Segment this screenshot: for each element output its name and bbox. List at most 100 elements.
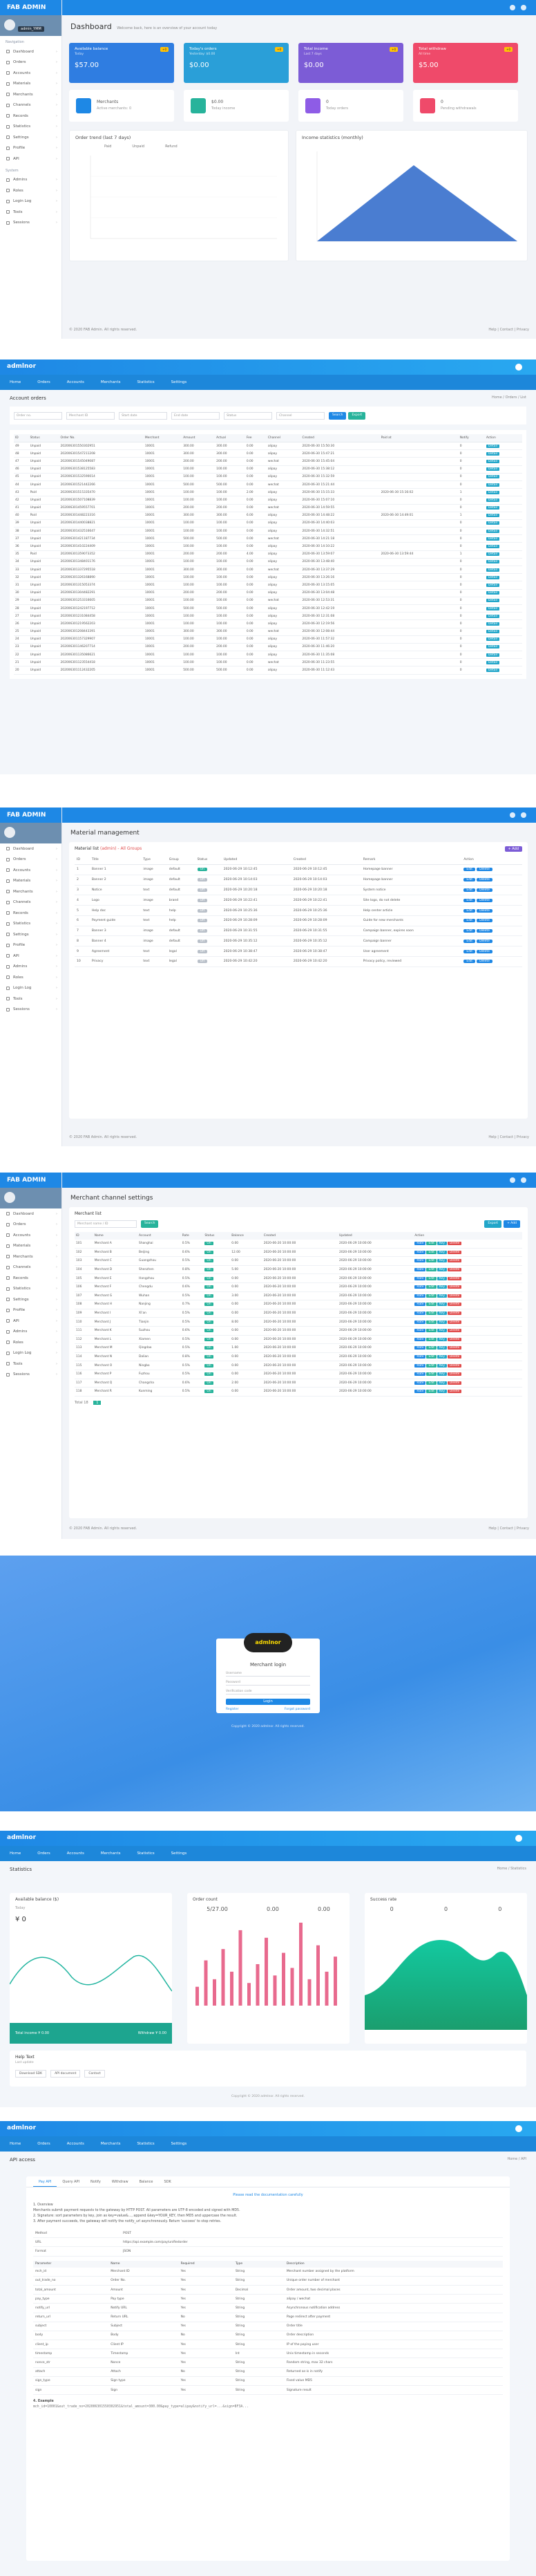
action-button[interactable]: Rate <box>414 1250 426 1254</box>
status-badge[interactable]: Off <box>197 898 208 902</box>
detail-button[interactable]: Detail <box>486 630 499 634</box>
table-row[interactable]: 9 Agreement text legal Off 2020-06-29 10:38:4… <box>75 946 522 958</box>
detail-button[interactable]: Detail <box>486 622 499 626</box>
filter-field[interactable]: Order no. <box>14 411 62 420</box>
table-row[interactable]: 101 Merchant A Shanghai 0.5% On 0.00 2020-06-2… <box>75 1240 522 1249</box>
table-row[interactable]: 116 Merchant P Fuzhou 0.5% On 0.00 2020-06-20 … <box>75 1370 522 1379</box>
search-input[interactable]: Merchant name / ID <box>75 1220 137 1228</box>
export-button[interactable]: Export <box>348 411 366 420</box>
delete-button[interactable]: Delete <box>477 908 492 913</box>
table-row[interactable]: 28 Unpaid 202006301242197712 10001 500.00 500… <box>14 604 522 613</box>
table-row[interactable]: 107 Merchant G Wuhan 0.5% On 3.00 2020-06-20 1… <box>75 1291 522 1301</box>
sidebar-item[interactable]: Materials › <box>0 1241 61 1252</box>
status-toggle[interactable]: On <box>204 1390 213 1394</box>
sidebar-item[interactable]: Channels › <box>0 1262 61 1273</box>
toolbar-button[interactable]: Export <box>484 1220 502 1228</box>
info-card[interactable]: Merchants Active merchants: 0 <box>69 90 174 122</box>
status-badge[interactable]: Off <box>197 949 208 953</box>
footer-links[interactable]: Help | Contact | Privacy <box>488 1135 529 1139</box>
table-row[interactable]: 26 Unpaid 202006301219562203 10001 100.00 100… <box>14 619 522 628</box>
sidebar-item[interactable]: Records › <box>0 111 61 122</box>
detail-button[interactable]: Detail <box>486 653 499 657</box>
table-row[interactable]: 109 Merchant I Xi'an 0.5% On 0.00 2020-06-20 1… <box>75 1309 522 1318</box>
info-card[interactable]: 0 Pending withdrawals <box>413 90 518 122</box>
doc-tab[interactable]: SDK <box>164 2180 171 2184</box>
sidebar-item[interactable]: Records › <box>0 1273 61 1284</box>
table-row[interactable]: 27 Unpaid 202006301231084458 10001 100.00 100… <box>14 612 522 621</box>
detail-button[interactable]: Detail <box>486 599 499 603</box>
sidebar-item[interactable]: Profile › <box>0 143 61 154</box>
action-button[interactable]: Delete <box>447 1303 462 1307</box>
status-toggle[interactable]: On <box>204 1381 213 1385</box>
action-button[interactable]: Rate <box>414 1276 426 1280</box>
action-button[interactable]: Edit <box>426 1303 437 1307</box>
nav-item[interactable]: Settings <box>171 2142 187 2146</box>
detail-button[interactable]: Detail <box>486 575 499 579</box>
status-badge[interactable]: On <box>197 868 208 872</box>
table-row[interactable]: 42 Unpaid 202006301507108839 10001 100.00 100… <box>14 496 522 505</box>
table-row[interactable]: 1 Banner 1 image default On 2020-06-29 10:12:… <box>75 864 522 875</box>
edit-button[interactable]: Edit <box>463 908 476 913</box>
sidebar-item[interactable]: Sessions › <box>0 1370 61 1381</box>
sidebar-item[interactable]: Tools › <box>0 207 61 218</box>
detail-button[interactable]: Detail <box>486 459 499 463</box>
action-button[interactable]: Delete <box>447 1355 462 1359</box>
table-row[interactable]: 108 Merchant H Nanjing 0.7% On 0.00 2020-06-20… <box>75 1300 522 1309</box>
column-header[interactable]: Fee <box>245 434 267 442</box>
column-header[interactable]: Notify <box>458 434 485 442</box>
column-header[interactable]: Merchant <box>143 434 182 442</box>
action-button[interactable]: Key <box>437 1320 447 1324</box>
table-row[interactable]: 38 Unpaid 202006301432516647 10001 100.00 100… <box>14 527 522 536</box>
status-toggle[interactable]: On <box>204 1303 213 1307</box>
table-row[interactable]: 117 Merchant Q Changsha 0.6% On 2.00 2020-06-2… <box>75 1379 522 1388</box>
action-button[interactable]: Rate <box>414 1285 426 1289</box>
filter-field[interactable]: Status <box>224 411 272 420</box>
nav-item[interactable]: Settings <box>171 380 187 384</box>
delete-button[interactable]: Delete <box>477 929 492 933</box>
delete-button[interactable]: Delete <box>477 868 492 872</box>
status-badge[interactable]: Off <box>197 939 208 943</box>
table-row[interactable]: 106 Merchant F Chengdu 0.6% On 0.00 2020-06-20… <box>75 1282 522 1292</box>
search-button[interactable]: Search <box>141 1220 159 1228</box>
filter-field[interactable]: Channel <box>276 411 325 420</box>
user-icon[interactable] <box>521 5 526 10</box>
action-button[interactable]: Delete <box>447 1390 462 1394</box>
table-row[interactable]: 113 Merchant M Qingdao 0.5% On 1.00 2020-06-20… <box>75 1343 522 1353</box>
column-header[interactable]: ID <box>14 434 29 442</box>
action-button[interactable]: Delete <box>447 1329 462 1333</box>
action-button[interactable]: Rate <box>414 1268 426 1272</box>
edit-button[interactable]: Edit <box>463 949 476 953</box>
action-button[interactable]: Edit <box>426 1294 437 1298</box>
detail-button[interactable]: Detail <box>486 645 499 649</box>
delete-button[interactable]: Delete <box>477 949 492 953</box>
bell-icon[interactable] <box>510 1177 515 1183</box>
table-row[interactable]: 43 Paid 202006301515335470 10001 100.00 100.0… <box>14 488 522 497</box>
edit-button[interactable]: Edit <box>463 878 476 882</box>
doc-tab[interactable]: Query API <box>62 2180 80 2184</box>
delete-button[interactable]: Delete <box>477 878 492 882</box>
detail-button[interactable]: Detail <box>486 490 499 494</box>
sidebar-item[interactable]: Merchants › <box>0 1251 61 1262</box>
user-name[interactable]: admin_YMM <box>18 26 44 32</box>
sidebar-item[interactable]: Accounts › <box>0 68 61 79</box>
stat-card[interactable]: Available balance Today $57.00 +0 <box>69 43 174 83</box>
sidebar-item[interactable]: Dashboard › <box>0 843 61 855</box>
sidebar-item[interactable]: Profile › <box>0 940 61 951</box>
help-button[interactable]: Download SDK <box>15 2070 47 2078</box>
avatar[interactable] <box>515 364 522 371</box>
edit-button[interactable]: Edit <box>463 960 476 964</box>
sidebar-item[interactable]: API › <box>0 153 61 165</box>
status-toggle[interactable]: On <box>204 1329 213 1333</box>
brand-logo[interactable]: FAB ADMIN <box>0 0 61 15</box>
column-header[interactable]: Amount <box>182 434 216 442</box>
status-badge[interactable]: Off <box>197 888 208 892</box>
sidebar-item[interactable]: Tools › <box>0 1359 61 1370</box>
sidebar-item[interactable]: API › <box>0 1316 61 1327</box>
action-button[interactable]: Delete <box>447 1242 462 1246</box>
table-row[interactable]: 36 Unpaid 202006301410224409 10001 100.00 100… <box>14 542 522 551</box>
status-toggle[interactable]: On <box>204 1276 213 1280</box>
sidebar-item[interactable]: Statistics › <box>0 919 61 930</box>
table-row[interactable]: 112 Merchant L Xiamen 0.5% On 0.00 2020-06-20 … <box>75 1335 522 1345</box>
table-row[interactable]: 103 Merchant C Guangzhou 0.5% On 0.00 2020-06-… <box>75 1256 522 1266</box>
table-row[interactable]: 40 Paid 202006301448223316 10001 300.00 300.0… <box>14 512 522 520</box>
